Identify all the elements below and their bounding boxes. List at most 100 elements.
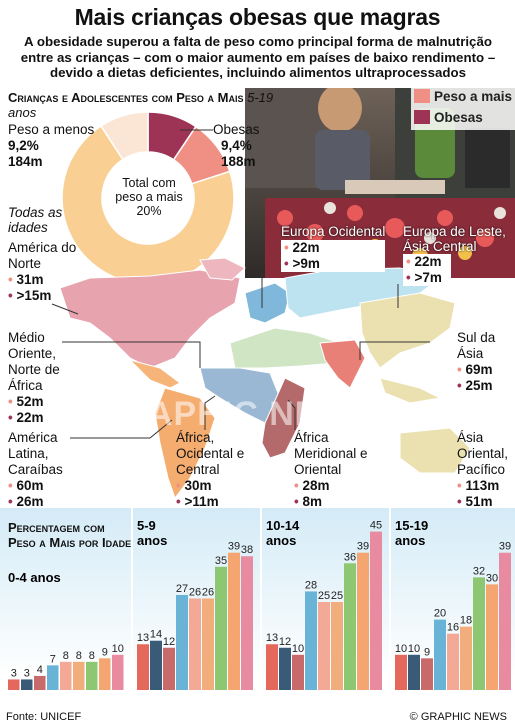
bar-value-label: 7 <box>50 653 56 665</box>
bar <box>47 665 59 690</box>
bar-value-label: 10 <box>408 643 420 655</box>
bar-value-label: 36 <box>344 551 356 563</box>
bar-value-label: 16 <box>447 622 459 634</box>
legend-obese: Obesas <box>414 110 483 126</box>
bar-value-label: 45 <box>370 520 382 532</box>
slice-underweight <box>99 111 149 161</box>
bar-value-label: 10 <box>395 643 407 655</box>
bar <box>60 661 72 690</box>
bar-value-label: 26 <box>202 586 214 598</box>
region-east-asia <box>359 292 456 369</box>
bar-value-label: 38 <box>241 544 253 556</box>
bar-value-label: 27 <box>176 583 188 595</box>
label-latin-america: América Latina, Caraíbas • 60m • 26m <box>8 430 78 510</box>
region-obese-value: 26m <box>16 494 44 509</box>
bar-value-label: 13 <box>266 632 278 644</box>
region-obese-value: 8m <box>302 494 323 509</box>
bar <box>215 566 227 690</box>
watermark: GRAPHIC NEWS <box>95 395 376 433</box>
bar <box>331 602 343 690</box>
bar <box>150 640 162 690</box>
bar <box>137 644 149 690</box>
bar-value-label: 13 <box>137 632 149 644</box>
donut-age-range: 5-19 anos <box>8 90 274 120</box>
label-middle-east: Médio Oriente, Norte de África • 52m • 2… <box>8 330 78 426</box>
bar <box>370 531 382 690</box>
bar <box>292 654 304 690</box>
bar <box>112 654 124 690</box>
obese-leader-line <box>180 129 213 131</box>
legend-obese-label: Obesas <box>434 110 483 125</box>
panel-label: 15-19 anos <box>395 518 428 548</box>
bar-value-label: 12 <box>163 636 175 648</box>
obese-label: Obesas <box>213 122 260 137</box>
donut-center-pct: 20% <box>136 204 162 218</box>
label-western-europe: Europa Ocidental • 22m • >9m <box>281 224 386 272</box>
donut-center-label: Total com peso a mais <box>115 176 183 204</box>
underweight-pct: 9,2% <box>8 138 39 153</box>
region-name: América Latina, Caraíbas <box>8 430 63 477</box>
panel-label: 0-4 anos <box>8 570 61 585</box>
bar <box>21 679 33 690</box>
bar-value-label: 18 <box>460 615 472 627</box>
region-name: Ásia Oriental, Pacífico <box>457 430 509 477</box>
region-name: Europa Ocidental <box>281 224 386 239</box>
region-overweight-value: 28m <box>302 478 330 493</box>
label-north-america: América do Norte • 31m • >15m <box>8 240 88 304</box>
region-obese-value: >11m <box>184 494 219 509</box>
panel-separator <box>131 508 133 708</box>
region-obese-value: 22m <box>16 410 44 425</box>
bar <box>241 556 253 690</box>
region-obese-value: 25m <box>465 378 493 393</box>
panel-label: 10-14 anos <box>266 518 300 548</box>
bar-value-label: 10 <box>292 643 304 655</box>
bar <box>202 598 214 690</box>
bar <box>266 644 278 690</box>
bar <box>305 591 317 690</box>
region-south-asia <box>319 339 366 389</box>
region-overweight-value: 22m <box>414 254 442 269</box>
world-map <box>51 257 471 500</box>
region-latin-america <box>154 387 216 500</box>
region-central-america <box>128 359 181 389</box>
bar <box>357 552 369 690</box>
region-greenland <box>199 257 246 281</box>
bar-value-label: 25 <box>318 590 330 602</box>
leader-south-asia <box>359 341 430 360</box>
bar <box>279 647 291 690</box>
donut-heading-text: Crianças e Adolescentes com Peso a Mais <box>8 90 244 105</box>
underweight-label: Peso a menos <box>8 122 95 137</box>
leader-middle-east <box>62 341 201 368</box>
region-north-america <box>59 269 241 369</box>
leader-west-africa <box>204 395 216 430</box>
bar <box>434 619 446 690</box>
underweight-count: 184m <box>8 154 43 169</box>
label-east-africa: África Meridional e Oriental • 28m • 8m <box>294 430 384 510</box>
page-subtitle: A obesidade superou a falta de peso como… <box>20 34 496 80</box>
obese-count: 188m <box>221 154 256 169</box>
region-overweight-value: 30m <box>184 478 212 493</box>
bar-value-label: 9 <box>102 646 108 658</box>
region-overweight-value: 60m <box>16 478 44 493</box>
overweight-swatch <box>414 89 430 103</box>
bar-value-label: 25 <box>331 590 343 602</box>
bar <box>73 661 85 690</box>
region-overweight-value: 22m <box>292 240 320 255</box>
bar <box>34 675 46 690</box>
bar <box>344 563 356 690</box>
bar-value-label: 8 <box>76 650 82 662</box>
donut-center: Total com peso a mais 20% <box>110 176 188 218</box>
bar <box>460 626 472 690</box>
region-australia <box>399 427 471 474</box>
bar <box>163 647 175 690</box>
bar <box>176 594 188 690</box>
bar-value-label: 12 <box>279 636 291 648</box>
obese-swatch <box>414 110 430 124</box>
label-south-asia: Sul da Ásia • 69m • 25m <box>457 330 515 394</box>
footer-credit: © GRAPHIC NEWS <box>409 711 507 723</box>
region-obese-value: >9m <box>292 256 320 271</box>
bar <box>486 584 498 690</box>
bar-value-label: 32 <box>473 565 485 577</box>
bar-value-label: 3 <box>11 667 17 679</box>
region-obese-value: >15m <box>16 288 52 303</box>
